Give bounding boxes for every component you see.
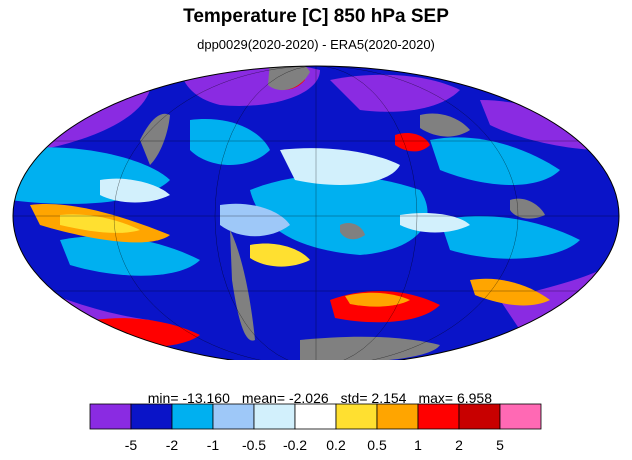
- stat-max: max= 6.958: [418, 390, 493, 406]
- colorbar-swatch-3: [212, 403, 255, 430]
- land-mask-africa: [340, 223, 365, 240]
- colorbar-tick-label: -0.5: [241, 437, 267, 453]
- pale-region-pacific: [100, 178, 170, 203]
- red-region-tibet: [395, 133, 430, 152]
- colorbar-swatch-2: [171, 403, 214, 430]
- statistics-line: min= -13.160 mean= -2.026 std= 2.154 max= 6…: [0, 374, 632, 406]
- cyan-region-atlantic: [250, 175, 428, 255]
- colorbar-swatch-8: [417, 403, 460, 430]
- difference-map: [12, 65, 620, 360]
- stat-mean: mean= -2.026: [241, 390, 329, 406]
- orange-region-s: [345, 292, 410, 307]
- colorbar-tick-label: -1: [206, 437, 220, 453]
- colorbar-tick-label: 5: [496, 437, 504, 453]
- colorbar-swatch-10: [499, 403, 542, 430]
- chart-subtitle: dpp0029(2020-2020) - ERA5(2020-2020): [197, 37, 435, 52]
- colorbar-swatch-9: [458, 403, 501, 430]
- orange-region-se: [470, 278, 550, 306]
- colorbar-swatch-6: [335, 403, 378, 430]
- colorbar-tick-label: 1: [414, 437, 422, 453]
- cyan-region-asia: [430, 137, 560, 185]
- stat-std: std= 2.154: [340, 390, 407, 406]
- colorbar-swatch-7: [376, 403, 419, 430]
- lightblue-region-sa: [220, 203, 290, 237]
- colorbar-swatch-0: [89, 403, 132, 430]
- colorbar-tick-label: -5: [124, 437, 138, 453]
- land-mask-antarctica: [300, 336, 440, 360]
- colorbar-tick-label: -0.2: [282, 437, 308, 453]
- colorbar-swatch-4: [253, 403, 296, 430]
- pale-region-indian: [400, 213, 470, 233]
- land-mask-himalaya: [420, 113, 470, 137]
- cyan-region-sp: [60, 236, 200, 276]
- stat-min: min= -13.160: [147, 390, 230, 406]
- land-mask-newguinea: [510, 198, 545, 219]
- land-mask-andes: [230, 230, 255, 341]
- map-outline: [12, 65, 620, 360]
- colorbar-tick-label: 0.5: [367, 437, 387, 453]
- pale-region-africa: [280, 148, 400, 185]
- colorbar-tick-label: 0.2: [326, 437, 346, 453]
- land-mask-rockies: [140, 113, 170, 165]
- chart-title: Temperature [C] 850 hPa SEP: [183, 6, 449, 27]
- yellow-region-sa: [250, 243, 310, 267]
- cyan-region-pacific: [440, 216, 580, 259]
- yellow-region-ep: [60, 214, 140, 233]
- colorbar-swatch-1: [130, 403, 173, 430]
- purple-region-east: [480, 100, 600, 150]
- colorbar-tick-label: 2: [455, 437, 463, 453]
- colorbar-swatch-5: [294, 403, 337, 430]
- cyan-region-na: [190, 119, 270, 165]
- purple-region-ne: [330, 74, 460, 112]
- colorbar-tick-label: -2: [165, 437, 179, 453]
